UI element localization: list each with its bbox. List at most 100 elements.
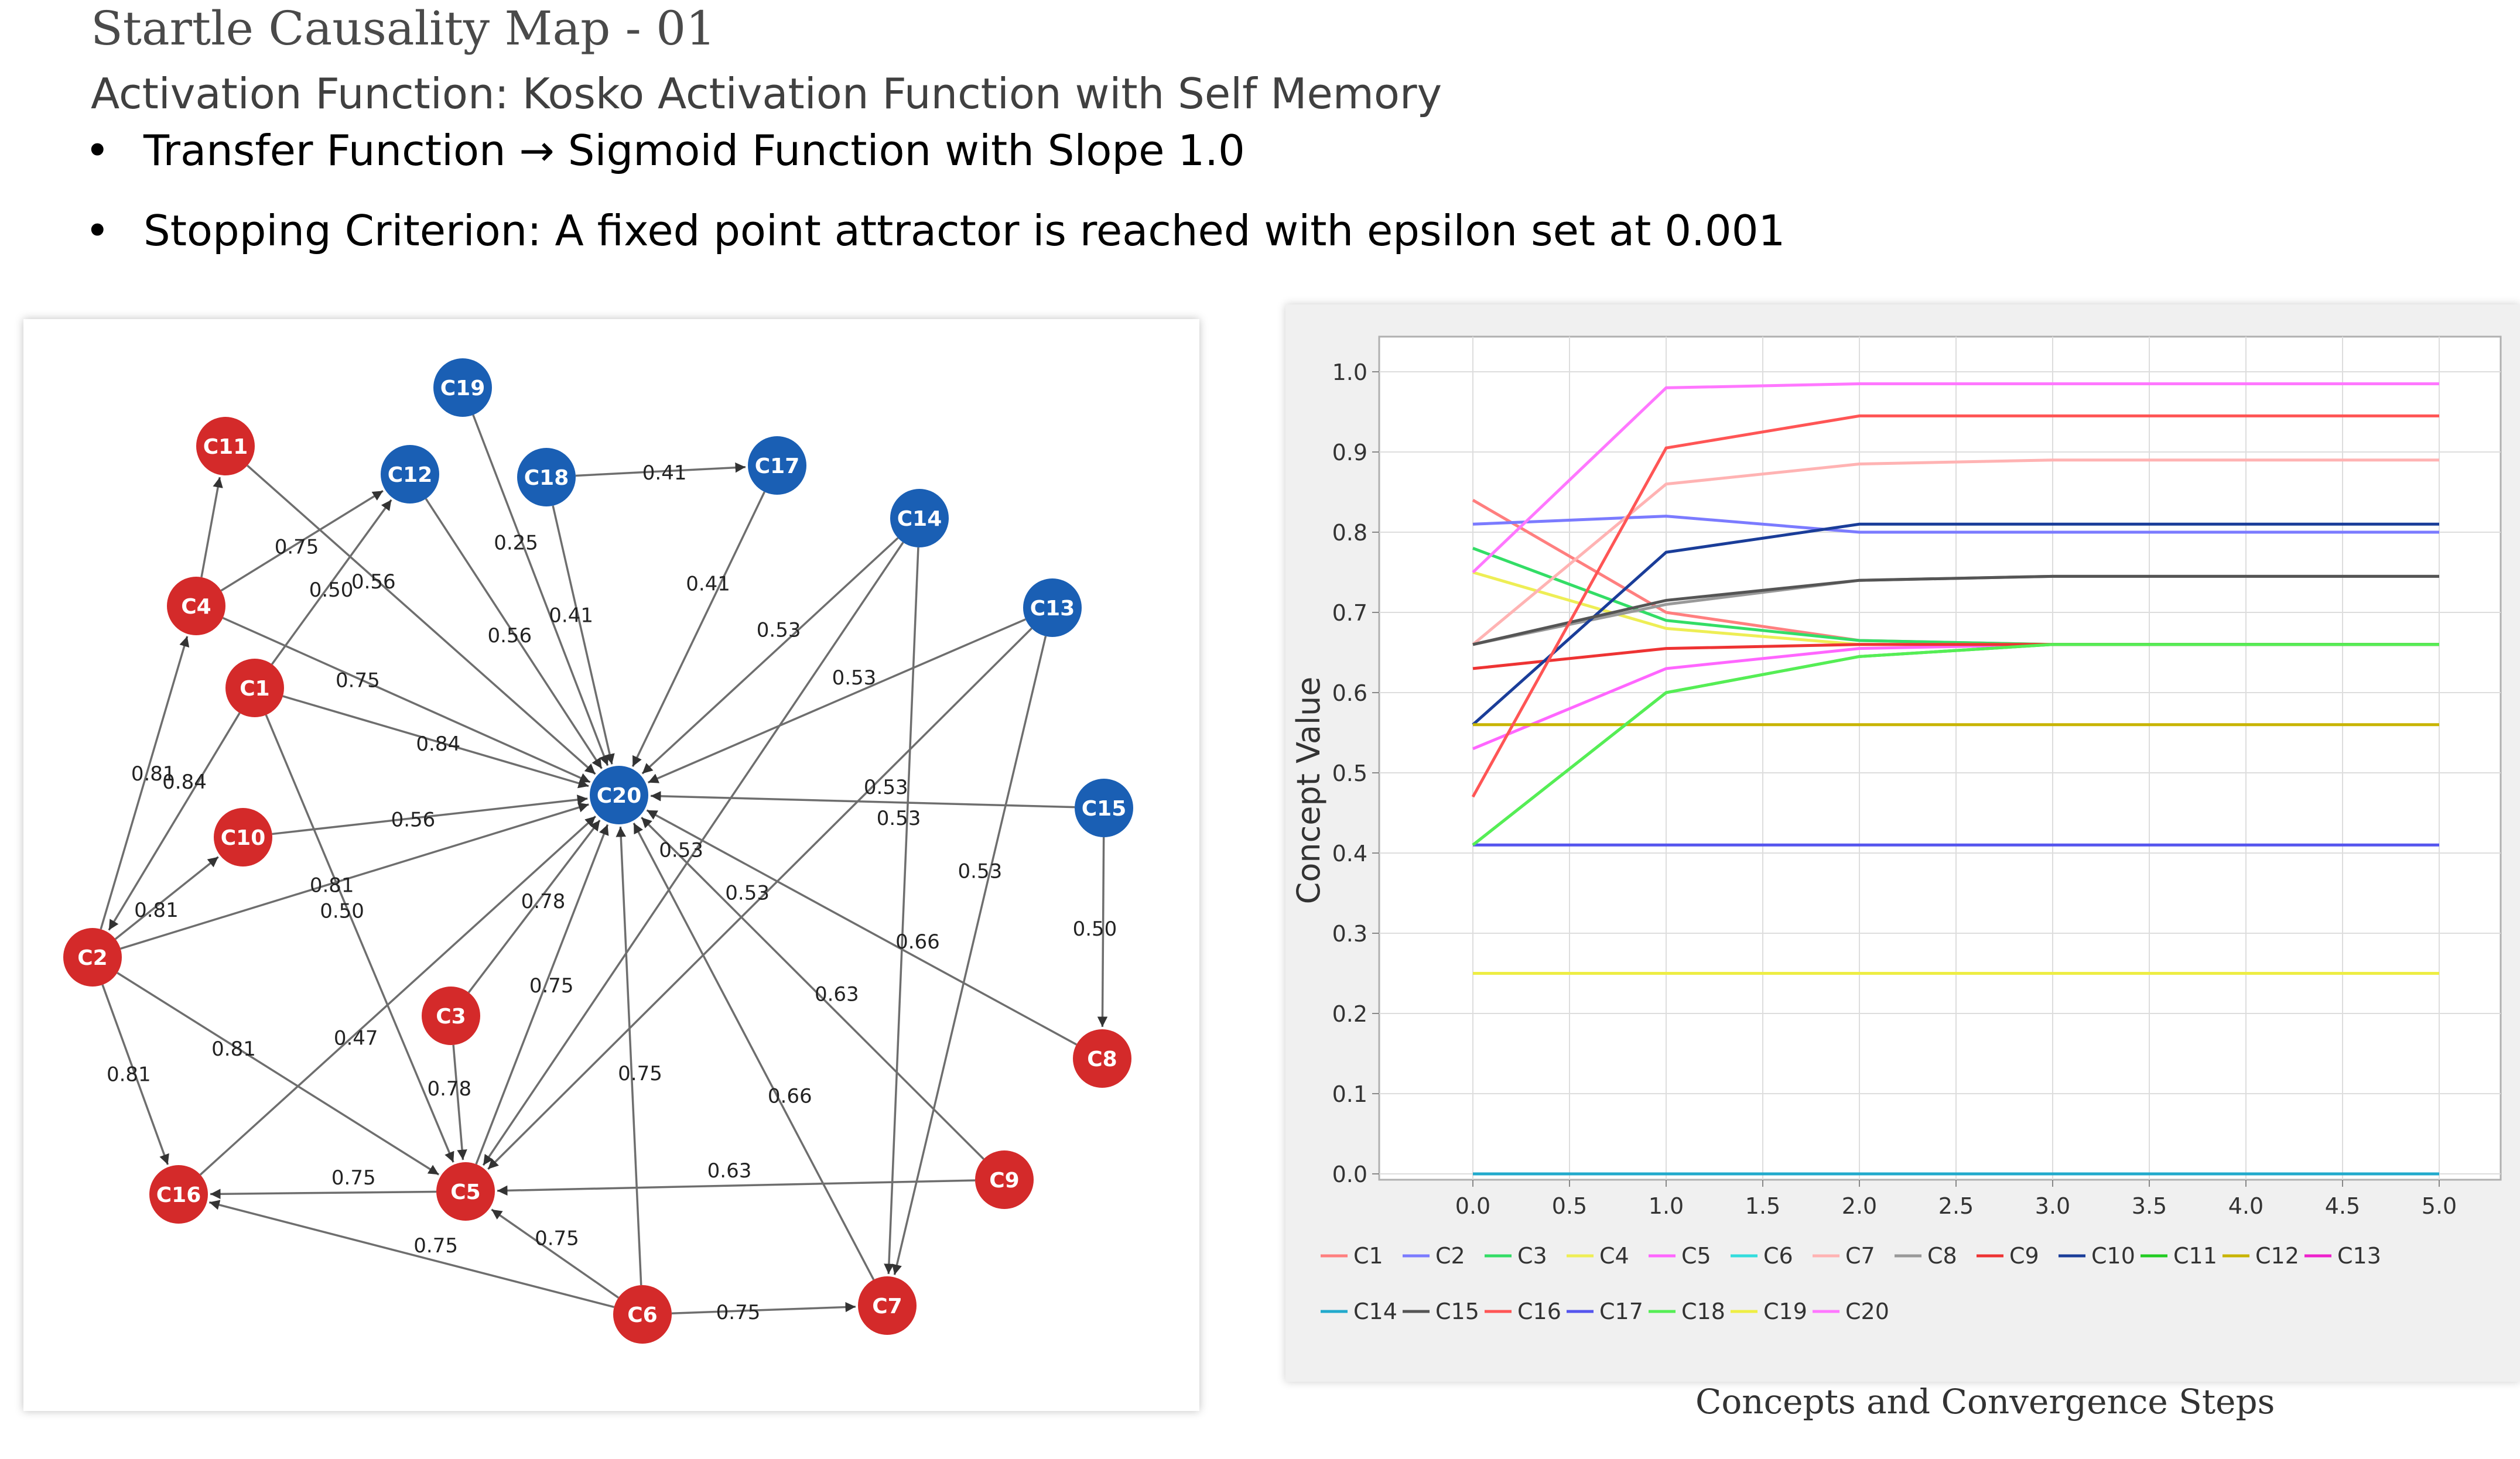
node-circle[interactable] (890, 489, 949, 547)
legend-label: C12 (2255, 1243, 2299, 1269)
edge-weight-label: 0.81 (310, 874, 354, 898)
legend-item-c8[interactable]: C8 (1895, 1243, 1957, 1269)
node-label: C2 (77, 946, 107, 970)
node-circle[interactable] (433, 358, 492, 417)
node-circle[interactable] (214, 808, 272, 867)
edge-c3-c20 (467, 819, 601, 994)
edge-weight-label: 0.53 (725, 882, 770, 905)
legend-label: C15 (1435, 1299, 1479, 1324)
edge-weight-label: 0.56 (391, 809, 436, 832)
legend-item-c13[interactable]: C13 (2304, 1243, 2381, 1269)
legend-item-c17[interactable]: C17 (1567, 1299, 1643, 1324)
edge-c10-c20 (272, 794, 588, 835)
node-circle[interactable] (975, 1150, 1034, 1209)
legend-item-c11[interactable]: C11 (2141, 1243, 2217, 1269)
y-tick-label: 1.0 (1332, 359, 1367, 385)
y-tick-label: 0.9 (1332, 440, 1367, 465)
node-circle[interactable] (167, 577, 225, 635)
legend-label: C4 (1599, 1243, 1629, 1269)
causality-graph: 0.560.750.750.500.840.840.500.810.810.81… (63, 358, 1133, 1344)
edge-weight-label: 0.81 (107, 1063, 151, 1086)
node-circle[interactable] (1075, 779, 1133, 837)
node-c1[interactable]: C1 (225, 659, 284, 717)
legend-item-c15[interactable]: C15 (1403, 1299, 1479, 1324)
node-circle[interactable] (381, 445, 439, 504)
x-tick-label: 3.0 (2035, 1193, 2070, 1219)
node-circle[interactable] (590, 766, 648, 824)
chart-legend: C1 C2 C3 C4 C5 C6 C7 C8 C9 C10 C11 C12 C13 C14 C15 C16 C… (1321, 1243, 2381, 1324)
legend-item-c12[interactable]: C12 (2222, 1243, 2299, 1269)
node-c17[interactable]: C17 (748, 436, 806, 495)
bullet-text: Stopping Criterion: A fixed point attrac… (143, 206, 1786, 255)
node-c4[interactable]: C4 (167, 577, 225, 635)
edge-weight-label: 0.75 (529, 974, 574, 998)
edge-c7-c20 (632, 822, 875, 1280)
node-c18[interactable]: C18 (517, 448, 576, 506)
legend-item-c16[interactable]: C16 (1485, 1299, 1561, 1324)
edge-c11-c20 (247, 464, 596, 775)
node-circle[interactable] (517, 448, 576, 506)
node-c9[interactable]: C9 (975, 1150, 1034, 1209)
node-c15[interactable]: C15 (1075, 779, 1133, 837)
node-c20[interactable]: C20 (590, 766, 648, 824)
edge-weight-label: 0.41 (549, 604, 593, 627)
graph-nodes: C1 C2 C3 C4 C5 C6 C7 C8 C9 C10 C11 C12 C13 C14 C15 C16 C… (63, 358, 1133, 1344)
node-circle[interactable] (1023, 578, 1082, 637)
causality-graph-panel: 0.56 0.75 0.75 0.50 0.84 0.84 0.50 0.81 0.81 0.81… (23, 319, 1199, 1411)
legend-item-c7[interactable]: C7 (1813, 1243, 1875, 1269)
series-line-c7 (1472, 458, 2439, 646)
chart-caption: Concepts and Convergence Steps (1695, 1382, 2275, 1422)
edge-weight-label: 0.81 (131, 762, 176, 786)
node-circle[interactable] (1073, 1029, 1131, 1088)
node-circle[interactable] (858, 1276, 917, 1335)
legend-label: C5 (1681, 1243, 1711, 1269)
legend-item-c2[interactable]: C2 (1403, 1243, 1465, 1269)
node-label: C14 (897, 507, 942, 531)
node-label: C4 (181, 595, 211, 619)
series-line-c2 (1472, 515, 2439, 534)
node-circle[interactable] (196, 417, 255, 475)
node-circle[interactable] (436, 1162, 495, 1221)
bullet-stopping-criterion: • Stopping Criterion: A fixed point attra… (85, 206, 1785, 255)
edge-weight-label: 0.84 (162, 770, 207, 794)
node-c12[interactable]: C12 (381, 445, 439, 504)
legend-item-c3[interactable]: C3 (1485, 1243, 1547, 1269)
node-c13[interactable]: C13 (1023, 578, 1082, 637)
legend-item-c6[interactable]: C6 (1731, 1243, 1793, 1269)
node-c3[interactable]: C3 (422, 987, 480, 1045)
node-c8[interactable]: C8 (1073, 1029, 1131, 1088)
node-c2[interactable]: C2 (63, 928, 122, 987)
node-c19[interactable]: C19 (433, 358, 492, 417)
node-c6[interactable]: C6 (613, 1285, 672, 1344)
edge-c9-c5 (497, 1179, 976, 1196)
node-circle[interactable] (225, 659, 284, 717)
legend-item-c18[interactable]: C18 (1649, 1299, 1725, 1324)
node-c14[interactable]: C14 (890, 489, 949, 547)
legend-item-c14[interactable]: C14 (1321, 1299, 1397, 1324)
node-c5[interactable]: C5 (436, 1162, 495, 1221)
x-tick-label: 1.0 (1649, 1193, 1684, 1219)
legend-item-c4[interactable]: C4 (1567, 1243, 1629, 1269)
node-c10[interactable]: C10 (214, 808, 272, 867)
legend-item-c20[interactable]: C20 (1813, 1299, 1889, 1324)
node-c16[interactable]: C16 (149, 1165, 208, 1224)
node-c7[interactable]: C7 (858, 1276, 917, 1335)
legend-item-c19[interactable]: C19 (1731, 1299, 1807, 1324)
node-circle[interactable] (422, 987, 480, 1045)
legend-item-c1[interactable]: C1 (1321, 1243, 1383, 1269)
legend-item-c5[interactable]: C5 (1649, 1243, 1711, 1269)
node-circle[interactable] (149, 1165, 208, 1224)
node-circle[interactable] (63, 928, 122, 987)
legend-item-c9[interactable]: C9 (1977, 1243, 2039, 1269)
node-c11[interactable]: C11 (196, 417, 255, 475)
node-circle[interactable] (613, 1285, 672, 1344)
node-circle[interactable] (748, 436, 806, 495)
legend-label: C17 (1599, 1299, 1643, 1324)
edge-weight-label: 0.25 (494, 531, 538, 554)
edge-c4-c12 (220, 489, 384, 592)
legend-item-c10[interactable]: C10 (2059, 1243, 2135, 1269)
node-label: C8 (1087, 1047, 1117, 1071)
node-label: C15 (1082, 797, 1127, 821)
series-line-c10 (1472, 522, 2439, 726)
edge-weight-label: 0.53 (832, 666, 877, 690)
